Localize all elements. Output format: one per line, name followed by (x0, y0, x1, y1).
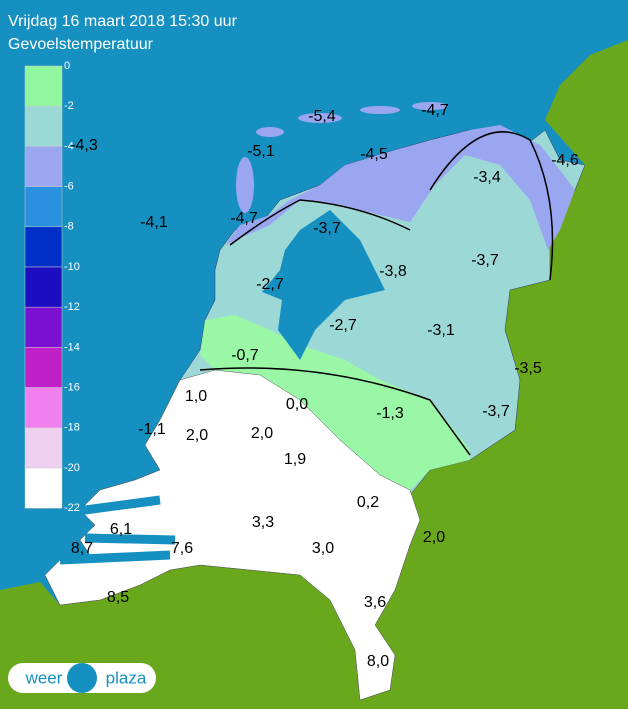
station-value: -3,5 (514, 360, 542, 377)
legend-label: -12 (64, 301, 80, 313)
legend-label: -6 (64, 181, 74, 193)
legend-label: -22 (64, 502, 80, 514)
station-value: -3,1 (427, 322, 455, 339)
station-value: -1,3 (376, 405, 404, 422)
stations: -5,4 -4,7 -4,3 -5,1 -4,5 -4,6 -3,4 -4,1 -4,7 -3,7… (70, 102, 579, 670)
logo-right: plaza (106, 668, 147, 687)
station-value: 1,9 (284, 451, 306, 468)
foreign-land (0, 40, 628, 709)
station-value: 8,5 (107, 589, 129, 606)
station-value: -3,8 (379, 263, 407, 280)
station-value: 0,0 (286, 396, 308, 413)
legend-swatch (24, 387, 63, 429)
legend-swatch (24, 226, 63, 268)
station-value: 0,2 (357, 494, 379, 511)
legend-label: -4 (64, 140, 74, 152)
legend: 0 -2 -4 -6 -8 -10 -12 -14 -16 -18 -20 -22 (24, 60, 80, 514)
station-value: -3,7 (313, 220, 341, 237)
isoline (429, 131, 554, 281)
station-value: 2,0 (423, 529, 445, 546)
station-value: 3,6 (364, 594, 386, 611)
island (236, 157, 254, 213)
legend-swatch (24, 146, 63, 187)
logo-left: weer (25, 668, 63, 687)
station-value: 8,7 (71, 540, 93, 557)
island (360, 106, 400, 114)
island (298, 113, 342, 123)
legend-label: -14 (64, 341, 80, 353)
legend-label: -8 (64, 221, 74, 233)
station-value: -2,7 (256, 276, 284, 293)
station-value: 2,0 (251, 425, 273, 442)
legend-swatch (24, 306, 63, 348)
legend-label: -10 (64, 261, 80, 273)
station-value: -4,7 (421, 102, 449, 119)
logo-icon (67, 663, 97, 693)
legend-label: -16 (64, 382, 80, 394)
isoline (199, 367, 471, 456)
station-value: -4,5 (360, 146, 388, 163)
station-value: -4,1 (140, 214, 168, 231)
station-value: -3,7 (482, 403, 510, 420)
isoline (229, 199, 411, 246)
station-value: -1,1 (138, 421, 166, 438)
legend-swatch (24, 266, 63, 308)
legend-swatch (24, 65, 63, 107)
station-value: -3,4 (473, 169, 501, 186)
region-purple (225, 125, 575, 250)
station-value: 3,3 (252, 514, 274, 531)
subtitle: Gevoelstemperatuur (8, 36, 154, 53)
station-value: 6,1 (110, 521, 132, 538)
region-white (44, 369, 421, 701)
station-value: -2,7 (329, 317, 357, 334)
station-value: -3,7 (471, 252, 499, 269)
station-value: -5,1 (247, 143, 275, 160)
station-value: 8,0 (367, 653, 389, 670)
legend-label: -2 (64, 100, 74, 112)
island (412, 102, 448, 110)
station-value: 7,6 (171, 540, 193, 557)
estuary (59, 495, 176, 565)
legend-swatch (24, 186, 63, 228)
legend-label: -20 (64, 462, 80, 474)
legend-swatch (24, 347, 63, 388)
region-lightgreen (200, 315, 470, 490)
legend-label: -18 (64, 422, 80, 434)
logo: weer plaza (8, 663, 156, 693)
station-value: -0,7 (231, 347, 259, 364)
legend-label: 0 (64, 60, 70, 72)
title: Vrijdag 16 maart 2018 15:30 uur (8, 13, 238, 30)
station-value: 2,0 (186, 427, 208, 444)
station-value: -5,4 (308, 108, 336, 125)
ijsselmeer (262, 210, 385, 360)
station-value: -4,7 (230, 210, 258, 227)
legend-swatch (24, 467, 63, 509)
legend-swatch (24, 105, 63, 147)
station-value: -4,3 (70, 137, 98, 154)
station-value: 3,0 (312, 540, 334, 557)
station-value: -4,6 (551, 152, 579, 169)
legend-swatch (24, 427, 63, 469)
station-value: 1,0 (185, 388, 207, 405)
island (256, 127, 284, 137)
